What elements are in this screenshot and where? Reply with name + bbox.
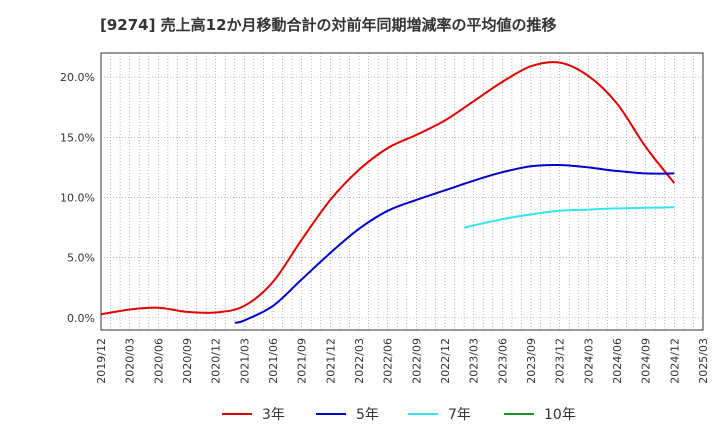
legend-label-2: 5年	[356, 407, 379, 423]
x-tick-label: 2021/06	[267, 338, 280, 384]
x-tick-label: 2022/06	[382, 338, 395, 384]
grid-layer	[101, 53, 703, 330]
x-tick-label: 2021/09	[296, 338, 309, 384]
x-tick-label: 2020/03	[124, 338, 137, 384]
x-tick-label: 2022/12	[439, 338, 452, 384]
series-line-2	[234, 163, 675, 324]
y-tick-label: 10.0%	[60, 192, 95, 205]
legend-label-4: 10年	[544, 407, 576, 423]
x-tick-label: 2021/12	[324, 338, 337, 384]
y-tick-label: 5.0%	[67, 252, 95, 265]
y-tick-label: 0.0%	[67, 312, 95, 325]
legend-label-1: 3年	[262, 407, 285, 423]
chart-title: [9274] 売上高12か月移動合計の対前年同期増減率の平均値の推移	[100, 16, 557, 34]
legend-label-3: 7年	[448, 407, 471, 423]
y-tick-label: 15.0%	[60, 131, 95, 144]
x-tick-label: 2023/12	[554, 338, 567, 384]
x-tick-label: 2020/09	[181, 338, 194, 384]
x-tick-label: 2022/09	[410, 338, 423, 384]
x-tick-label: 2020/06	[152, 338, 165, 384]
series-layer	[100, 61, 676, 324]
y-tick-label: 20.0%	[60, 71, 95, 84]
x-tick-label: 2022/03	[353, 338, 366, 384]
x-tick-label: 2025/03	[697, 338, 710, 384]
series-line-1	[100, 61, 676, 316]
x-tick-label: 2024/03	[582, 338, 595, 384]
x-tick-label: 2023/09	[525, 338, 538, 384]
axis-layer: 0.0% 5.0% 10.0% 15.0% 20.0% 2019/12 2020/03 202…	[60, 52, 710, 384]
x-tick-label: 2023/03	[468, 338, 481, 384]
x-tick-label: 2024/12	[668, 338, 681, 384]
x-tick-label: 2024/09	[640, 338, 653, 384]
series-line-3	[463, 206, 675, 229]
x-tick-label: 2023/06	[496, 338, 509, 384]
x-tick-label: 2019/12	[95, 338, 108, 384]
x-tick-label: 2020/12	[210, 338, 223, 384]
x-tick-label: 2024/06	[611, 338, 624, 384]
legend: 3年 5年 7年 10年	[222, 407, 576, 423]
x-tick-label: 2021/03	[238, 338, 251, 384]
plot-area-border	[100, 52, 704, 331]
